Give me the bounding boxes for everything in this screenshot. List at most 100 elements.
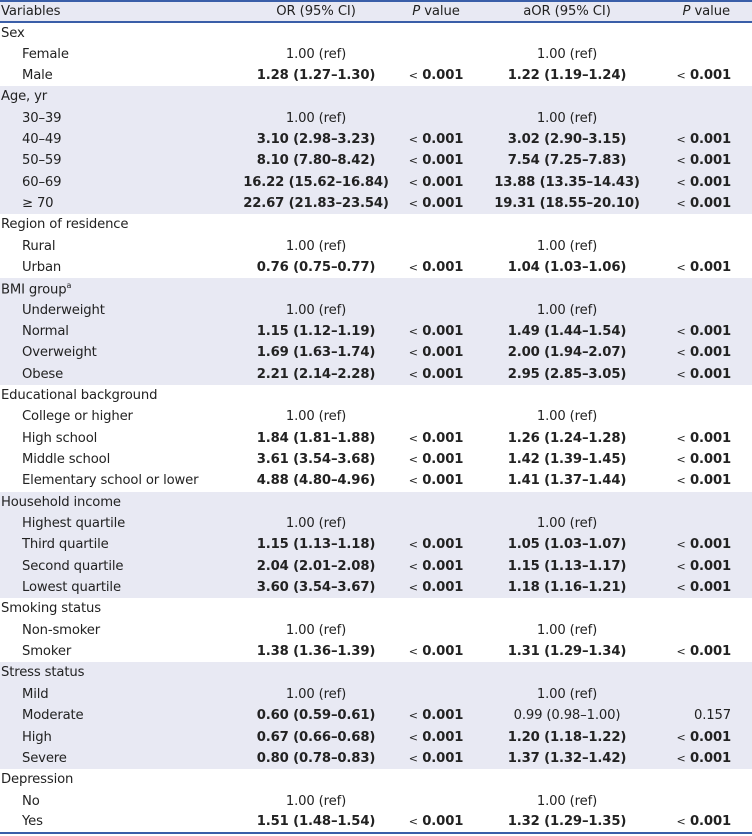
aor-value: 1.18 (1.16–1.21) <box>507 580 627 596</box>
p-value-or <box>400 790 472 811</box>
less-than-symbol: < <box>676 196 686 210</box>
or-value: 1.00 (ref) <box>285 622 347 638</box>
or-value: 0.76 (0.75–0.77) <box>256 259 376 275</box>
less-than-symbol: < <box>676 474 686 488</box>
aor-value: 1.49 (1.44–1.54) <box>507 323 627 339</box>
table-row: Middle school 3.61 (3.54–3.68) < 0.001 1.42… <box>0 449 752 470</box>
or-value: 1.00 (ref) <box>285 238 347 254</box>
p-value-aor: < 0.001 <box>662 65 752 86</box>
aor-value: 1.37 (1.32–1.42) <box>507 750 627 766</box>
aor-value: 1.22 (1.19–1.24) <box>507 67 627 83</box>
p-value-or: < 0.001 <box>400 748 472 769</box>
less-than-symbol: < <box>676 431 686 445</box>
table-row: Moderate 0.60 (0.59–0.61) < 0.001 0.99 (0.9… <box>0 705 752 727</box>
variable-label: Highest quartile <box>22 516 126 532</box>
p-value-aor: < 0.001 <box>662 428 752 449</box>
p-value-or: < 0.001 <box>400 556 472 577</box>
header-p-rest: value <box>420 4 460 19</box>
aor-value: 1.00 (ref) <box>536 46 598 62</box>
aor-value: 1.00 (ref) <box>536 622 598 638</box>
less-than-symbol: < <box>408 751 418 765</box>
table-row: 50–59 8.10 (7.80–8.42) < 0.001 7.54 (7.25–7… <box>0 150 752 172</box>
p-value-or: < 0.001 <box>400 129 472 150</box>
or-value: 1.00 (ref) <box>285 110 347 126</box>
or-value: 1.28 (1.27–1.30) <box>256 67 376 83</box>
table-row: Elementary school or lower 4.88 (4.80–4.9… <box>0 470 752 491</box>
aor-value: 1.00 (ref) <box>536 793 598 809</box>
aor-value: 1.00 (ref) <box>536 516 598 532</box>
aor-value: 1.15 (1.13–1.17) <box>507 558 627 574</box>
p-value-number: 0.001 <box>422 195 464 211</box>
variable-label: 60–69 <box>22 174 62 190</box>
group-header-row: Stress status <box>0 662 752 684</box>
p-value-or: < 0.001 <box>400 726 472 747</box>
p-value-aor: < 0.001 <box>662 171 752 192</box>
aor-value: 1.00 (ref) <box>536 302 598 318</box>
group-header-row: Household income <box>0 491 752 513</box>
header-p-rest: value <box>690 4 730 19</box>
or-value: 1.15 (1.12–1.19) <box>256 323 376 339</box>
p-value-number: 0.001 <box>422 345 464 361</box>
p-value-number: 0.001 <box>690 558 731 574</box>
table-row: ≥ 70 22.67 (21.83–23.54) < 0.001 19.31 (18.… <box>0 192 752 215</box>
table-row: Obese 2.21 (2.14–2.28) < 0.001 2.95 (2.85–3… <box>0 363 752 385</box>
p-value-number: 0.001 <box>422 153 464 169</box>
variable-label: High school <box>22 430 98 446</box>
or-value: 1.51 (1.48–1.54) <box>256 814 376 830</box>
or-value: 1.38 (1.36–1.39) <box>256 644 376 660</box>
group-header-row: Smoking status <box>0 598 752 619</box>
p-value-aor <box>662 620 752 641</box>
p-value-number: 0.001 <box>422 708 464 724</box>
table-row: Mild 1.00 (ref) 1.00 (ref) <box>0 683 752 705</box>
p-value-number: 0.001 <box>422 558 464 574</box>
aor-value: 1.00 (ref) <box>536 110 598 126</box>
aor-value: 13.88 (13.35–14.43) <box>494 174 640 190</box>
p-value-aor: < 0.001 <box>662 193 752 214</box>
p-value-number: 0.001 <box>690 644 731 660</box>
variable-label: Underweight <box>22 302 105 318</box>
less-than-symbol: < <box>408 175 418 189</box>
table-row: Third quartile 1.15 (1.13–1.18) < 0.001 1.0… <box>0 534 752 556</box>
group-header-row: Educational background <box>0 385 752 406</box>
or-value: 16.22 (15.62–16.84) <box>243 174 389 190</box>
less-than-symbol: < <box>408 132 418 146</box>
group-label-cell: Household income <box>0 492 752 513</box>
table-row: Rural 1.00 (ref) 1.00 (ref) <box>0 235 752 256</box>
p-value-number: 0.001 <box>422 67 464 83</box>
table-row: No 1.00 (ref) 1.00 (ref) <box>0 790 752 811</box>
p-value-or <box>400 299 472 320</box>
less-than-symbol: < <box>408 645 418 659</box>
p-value-or: < 0.001 <box>400 470 472 491</box>
group-label: Educational background <box>1 388 158 404</box>
variable-label: Severe <box>22 750 67 766</box>
table-row: Normal 1.15 (1.12–1.19) < 0.001 1.49 (1.44–… <box>0 320 752 343</box>
group-label-cell: Region of residence <box>0 214 752 235</box>
p-value-number: 0.001 <box>690 323 731 339</box>
variable-label: 50–59 <box>22 153 62 169</box>
header-aor: aOR (95% CI) <box>523 4 611 19</box>
p-value-aor: < 0.001 <box>662 257 752 278</box>
p-value-aor <box>662 790 752 811</box>
p-value-aor: < 0.001 <box>662 470 752 491</box>
group-label-cell: Smoking status <box>0 598 752 619</box>
variable-label: 40–49 <box>22 131 62 147</box>
p-value-number: 0.001 <box>422 430 464 446</box>
less-than-symbol: < <box>408 260 418 274</box>
table-row: High 0.67 (0.66–0.68) < 0.001 1.20 (1.18–1.… <box>0 726 752 748</box>
aor-value: 7.54 (7.25–7.83) <box>507 153 627 169</box>
variable-label: Urban <box>22 259 62 275</box>
group-header-row: Region of residence <box>0 214 752 235</box>
aor-value: 19.31 (18.55–20.10) <box>494 195 640 211</box>
p-value-number: 0.001 <box>690 345 731 361</box>
p-value-number: 0.001 <box>422 131 464 147</box>
table-row: College or higher 1.00 (ref) 1.00 (ref) <box>0 406 752 427</box>
p-value-or <box>400 620 472 641</box>
variable-label: Overweight <box>22 345 97 361</box>
header-variables: Variables <box>1 4 61 19</box>
or-value: 1.00 (ref) <box>285 46 347 62</box>
p-value-number: 0.001 <box>690 814 731 830</box>
table-row: Male 1.28 (1.27–1.30) < 0.001 1.22 (1.19–1.… <box>0 65 752 86</box>
p-value-or <box>400 43 472 64</box>
group-label: Region of residence <box>1 217 129 233</box>
less-than-symbol: < <box>676 346 686 360</box>
